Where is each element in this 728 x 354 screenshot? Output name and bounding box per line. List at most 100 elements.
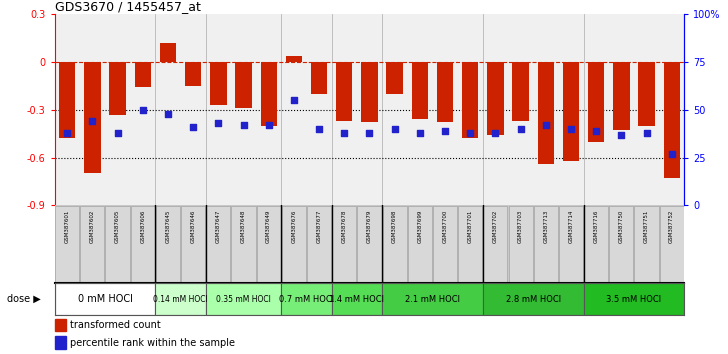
Bar: [159, 43, 176, 62]
FancyBboxPatch shape: [433, 206, 457, 282]
Text: 3.5 mM HOCl: 3.5 mM HOCl: [606, 295, 662, 304]
Text: GSM387700: GSM387700: [443, 209, 448, 242]
FancyBboxPatch shape: [181, 206, 205, 282]
Bar: [387, 62, 403, 94]
Point: [414, 130, 426, 136]
Bar: [613, 62, 630, 131]
FancyBboxPatch shape: [634, 206, 659, 282]
Text: dose ▶: dose ▶: [7, 294, 41, 304]
Bar: [411, 62, 428, 119]
FancyBboxPatch shape: [206, 206, 231, 282]
Text: GSM387699: GSM387699: [417, 209, 422, 242]
Text: GSM387750: GSM387750: [619, 209, 624, 242]
Bar: [588, 62, 604, 142]
Text: GDS3670 / 1455457_at: GDS3670 / 1455457_at: [55, 0, 200, 13]
Bar: [59, 62, 76, 138]
FancyBboxPatch shape: [584, 206, 609, 282]
Text: 1.4 mM HOCl: 1.4 mM HOCl: [329, 295, 384, 304]
Point: [363, 130, 376, 136]
Bar: [437, 62, 454, 122]
Text: GSM387714: GSM387714: [569, 209, 574, 242]
FancyBboxPatch shape: [483, 283, 584, 315]
Text: GSM387602: GSM387602: [90, 209, 95, 242]
Point: [515, 126, 526, 132]
Bar: [663, 62, 680, 178]
FancyBboxPatch shape: [382, 206, 407, 282]
Bar: [513, 62, 529, 121]
FancyBboxPatch shape: [534, 206, 558, 282]
Text: GSM387716: GSM387716: [593, 209, 598, 242]
FancyBboxPatch shape: [155, 283, 206, 315]
Bar: [537, 62, 554, 164]
Bar: [109, 62, 126, 115]
FancyBboxPatch shape: [483, 206, 507, 282]
Text: 2.1 mM HOCl: 2.1 mM HOCl: [405, 295, 460, 304]
Text: GSM387648: GSM387648: [241, 209, 246, 242]
Text: GSM387677: GSM387677: [317, 209, 322, 242]
Bar: [361, 62, 378, 122]
Bar: [55, 336, 66, 349]
Text: GSM387701: GSM387701: [467, 209, 472, 242]
Text: percentile rank within the sample: percentile rank within the sample: [71, 338, 235, 348]
Bar: [563, 62, 579, 161]
FancyBboxPatch shape: [130, 206, 155, 282]
FancyBboxPatch shape: [559, 206, 583, 282]
Point: [87, 118, 98, 124]
FancyBboxPatch shape: [458, 206, 483, 282]
Text: GSM387703: GSM387703: [518, 209, 523, 242]
Text: 2.8 mM HOCl: 2.8 mM HOCl: [506, 295, 561, 304]
Bar: [185, 62, 202, 86]
Text: GSM387647: GSM387647: [215, 209, 221, 242]
FancyBboxPatch shape: [508, 206, 533, 282]
Bar: [487, 62, 504, 135]
Bar: [261, 62, 277, 126]
FancyBboxPatch shape: [609, 206, 633, 282]
Bar: [84, 62, 100, 173]
Text: GSM387702: GSM387702: [493, 209, 498, 242]
Point: [540, 122, 552, 128]
Point: [237, 122, 249, 128]
Bar: [135, 62, 151, 87]
FancyBboxPatch shape: [206, 283, 281, 315]
Point: [112, 130, 124, 136]
Bar: [336, 62, 352, 121]
Point: [641, 130, 652, 136]
Text: 0.35 mM HOCl: 0.35 mM HOCl: [216, 295, 271, 304]
Point: [263, 122, 274, 128]
Point: [565, 126, 577, 132]
FancyBboxPatch shape: [382, 283, 483, 315]
FancyBboxPatch shape: [332, 283, 382, 315]
Point: [137, 107, 149, 113]
FancyBboxPatch shape: [584, 283, 684, 315]
Text: GSM387645: GSM387645: [165, 209, 170, 242]
Text: GSM387698: GSM387698: [392, 209, 397, 242]
Point: [389, 126, 400, 132]
Point: [339, 130, 350, 136]
FancyBboxPatch shape: [660, 206, 684, 282]
Bar: [55, 319, 66, 331]
Text: GSM387676: GSM387676: [291, 209, 296, 242]
FancyBboxPatch shape: [357, 206, 381, 282]
Text: GSM387679: GSM387679: [367, 209, 372, 242]
Point: [666, 151, 678, 156]
FancyBboxPatch shape: [55, 283, 155, 315]
FancyBboxPatch shape: [232, 206, 256, 282]
Text: GSM387646: GSM387646: [191, 209, 196, 242]
Text: GSM387752: GSM387752: [669, 209, 674, 242]
Point: [616, 132, 628, 137]
FancyBboxPatch shape: [307, 206, 331, 282]
Text: 0.7 mM HOCl: 0.7 mM HOCl: [279, 295, 334, 304]
Text: 0.14 mM HOCl: 0.14 mM HOCl: [153, 295, 208, 304]
Text: GSM387606: GSM387606: [141, 209, 146, 242]
Bar: [210, 62, 226, 105]
Text: GSM387605: GSM387605: [115, 209, 120, 242]
Point: [162, 111, 174, 116]
FancyBboxPatch shape: [156, 206, 180, 282]
Bar: [311, 62, 328, 94]
Text: GSM387678: GSM387678: [341, 209, 347, 242]
Point: [489, 130, 501, 136]
Bar: [235, 62, 252, 108]
FancyBboxPatch shape: [281, 283, 332, 315]
Point: [213, 120, 224, 126]
Bar: [638, 62, 654, 126]
